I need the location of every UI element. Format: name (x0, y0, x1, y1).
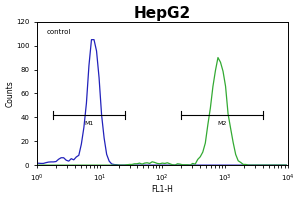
X-axis label: FL1-H: FL1-H (152, 185, 173, 194)
Title: HepG2: HepG2 (134, 6, 191, 21)
Text: M2: M2 (217, 121, 226, 126)
Text: control: control (46, 29, 70, 35)
Y-axis label: Counts: Counts (6, 80, 15, 107)
Text: M1: M1 (84, 121, 94, 126)
